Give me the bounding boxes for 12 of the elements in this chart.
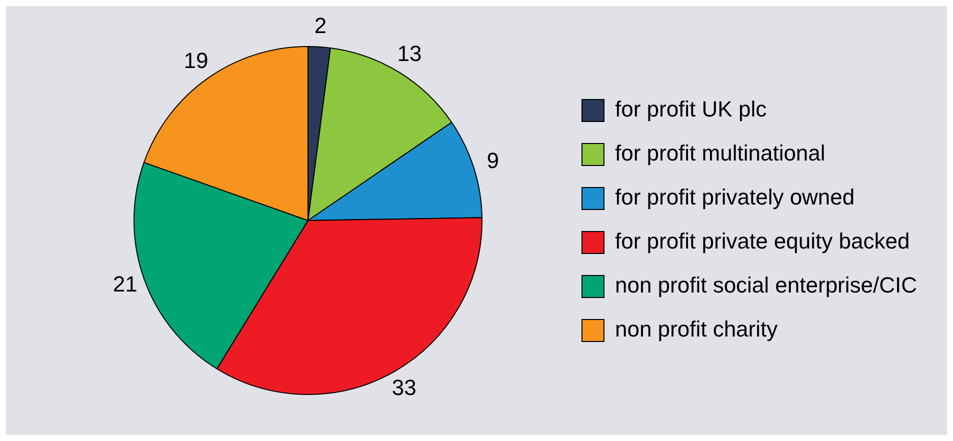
legend-label: for profit private equity backed xyxy=(614,228,910,254)
data-label: 2 xyxy=(314,12,327,38)
legend-label: non profit charity xyxy=(614,316,778,342)
legend-label: non profit social enterprise/CIC xyxy=(614,272,918,298)
data-label: 33 xyxy=(392,375,416,400)
legend-label: for profit multinational xyxy=(614,140,826,166)
legend-label: for profit privately owned xyxy=(614,184,855,210)
data-label: 13 xyxy=(397,41,422,66)
data-label: 19 xyxy=(184,48,208,74)
data-label: 9 xyxy=(486,148,499,173)
legend-label: for profit UK plc xyxy=(614,96,767,122)
data-label: 21 xyxy=(112,271,138,296)
